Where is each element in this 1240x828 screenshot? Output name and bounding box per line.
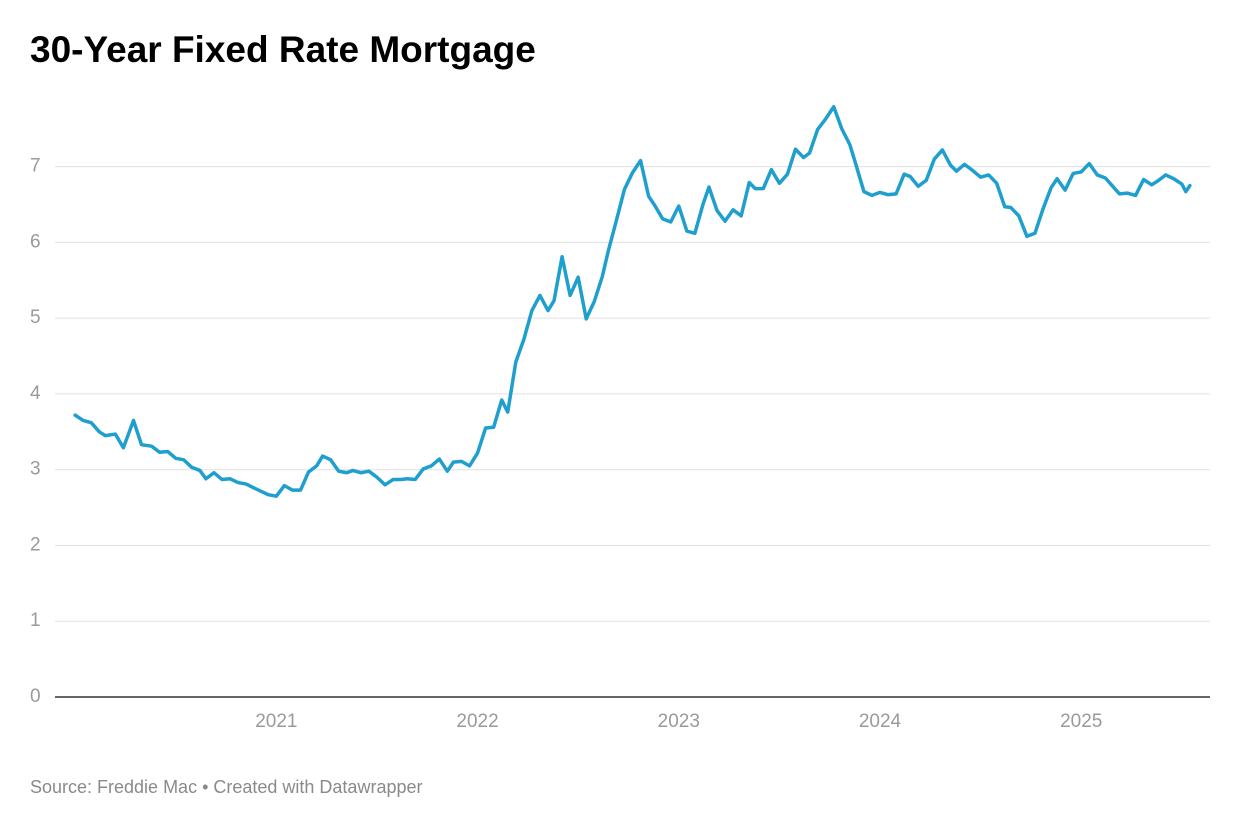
y-tick-label: 4 <box>30 383 41 404</box>
y-tick-label: 0 <box>30 686 41 707</box>
x-tick-label: 2021 <box>255 711 297 732</box>
chart-title: 30-Year Fixed Rate Mortgage <box>30 29 536 70</box>
y-tick-label: 5 <box>30 307 41 328</box>
x-tick-label: 2024 <box>859 711 902 732</box>
x-tick-label: 2022 <box>456 711 498 732</box>
y-tick-label: 7 <box>30 156 41 177</box>
source-note: Source: Freddie Mac • Created with Dataw… <box>30 777 422 797</box>
x-tick-label: 2023 <box>658 711 700 732</box>
y-tick-label: 6 <box>30 231 41 252</box>
x-tick-label: 2025 <box>1060 711 1102 732</box>
y-tick-label: 3 <box>30 459 41 480</box>
y-tick-label: 1 <box>30 610 41 631</box>
line-series <box>73 105 1192 498</box>
y-tick-label: 2 <box>30 534 41 555</box>
